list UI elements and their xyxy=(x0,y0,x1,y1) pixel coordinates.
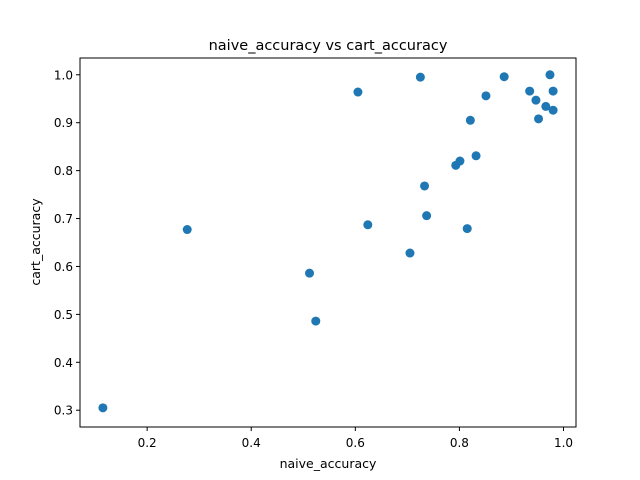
data-point-21 xyxy=(545,70,555,80)
data-points xyxy=(98,70,558,413)
y-tick-label: 0.9 xyxy=(54,116,73,130)
data-point-14 xyxy=(471,151,481,161)
chart-title: naive_accuracy vs cart_accuracy xyxy=(209,38,448,54)
x-tick-label: 0.8 xyxy=(450,436,469,450)
data-point-22 xyxy=(548,86,558,96)
data-point-20 xyxy=(541,101,551,111)
data-point-0 xyxy=(98,403,108,413)
plot-frame xyxy=(79,57,577,428)
y-axis-ticks: 0.3 0.4 0.5 0.6 0.7 0.8 0.9 1.0 xyxy=(54,68,80,418)
y-axis-label: cart_accuracy xyxy=(28,198,43,286)
y-tick-label: 0.3 xyxy=(54,404,73,418)
data-point-4 xyxy=(353,87,363,97)
data-point-11 xyxy=(455,156,465,166)
x-tick-label: 0.6 xyxy=(346,436,365,450)
y-tick-label: 0.8 xyxy=(54,164,73,178)
data-point-15 xyxy=(481,91,491,101)
data-point-2 xyxy=(305,268,315,278)
data-point-16 xyxy=(499,72,509,82)
y-tick-label: 0.7 xyxy=(54,212,73,226)
data-point-6 xyxy=(405,248,415,258)
x-tick-label: 0.2 xyxy=(138,436,157,450)
y-tick-label: 1.0 xyxy=(54,68,73,82)
data-point-1 xyxy=(182,225,192,235)
data-point-5 xyxy=(363,220,373,230)
x-axis-ticks: 0.2 0.4 0.6 0.8 1.0 xyxy=(138,427,573,450)
data-point-13 xyxy=(465,115,475,125)
y-tick-label: 0.4 xyxy=(54,356,73,370)
data-point-8 xyxy=(420,181,430,191)
x-tick-label: 1.0 xyxy=(554,436,573,450)
data-point-12 xyxy=(462,224,472,234)
data-point-3 xyxy=(311,316,321,326)
x-tick-label: 0.4 xyxy=(242,436,261,450)
y-tick-label: 0.5 xyxy=(54,308,73,322)
data-point-18 xyxy=(531,95,541,105)
data-point-9 xyxy=(422,211,432,221)
y-tick-label: 0.6 xyxy=(54,260,73,274)
data-point-17 xyxy=(525,86,535,96)
data-point-7 xyxy=(415,72,425,82)
data-point-19 xyxy=(534,114,544,124)
data-point-23 xyxy=(548,105,558,115)
x-axis-label: naive_accuracy xyxy=(280,456,377,471)
